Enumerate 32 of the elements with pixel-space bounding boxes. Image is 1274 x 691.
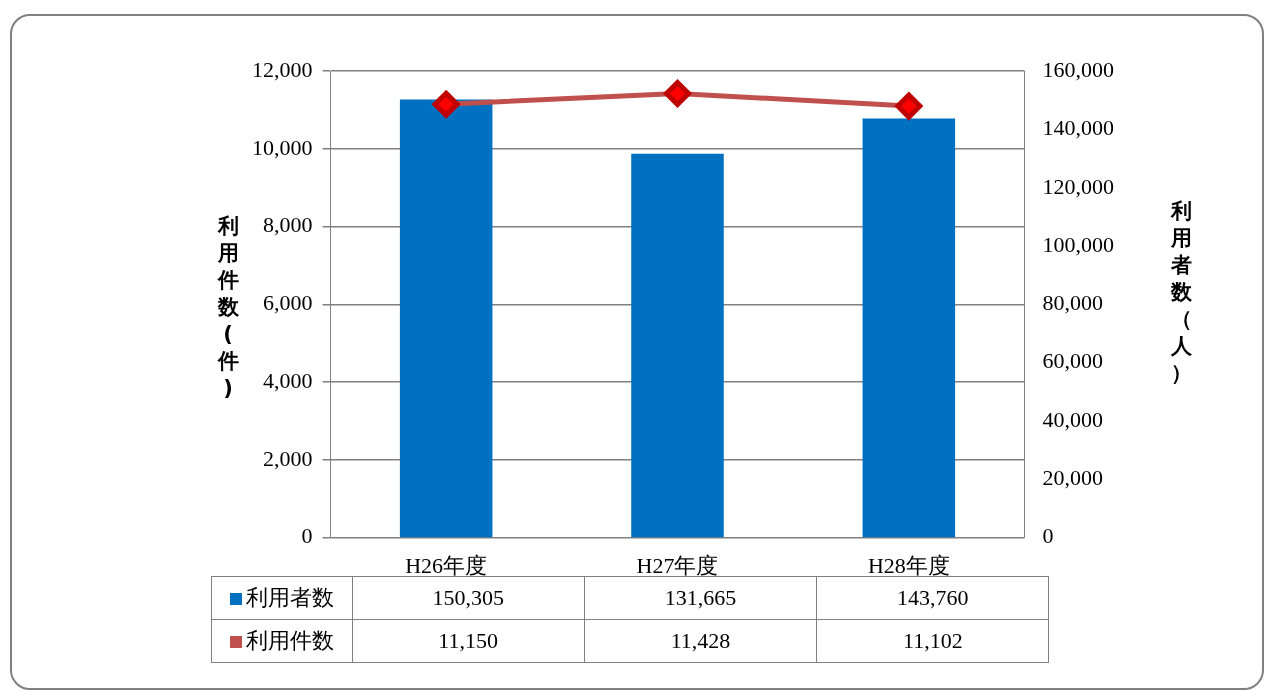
data-label: 11,102 [816, 619, 1049, 663]
x-tick-label: H26年度 [405, 552, 488, 578]
y-tick-label: 10,000 [252, 134, 313, 160]
y2-tick-label: 100,000 [1042, 231, 1114, 257]
x-tick-label: H28年度 [867, 552, 950, 578]
data-label: 143,760 [816, 576, 1049, 620]
data-label: 11,150 [352, 619, 585, 663]
y-tick-label: 12,000 [252, 56, 313, 82]
y2-tick-label: 80,000 [1042, 290, 1103, 316]
y-tick-label: 8,000 [263, 212, 313, 238]
y2-tick-label: 140,000 [1042, 115, 1114, 141]
data-label: 11,428 [584, 619, 817, 663]
bar [862, 118, 956, 538]
y-axis-title: 利用件数(件) [216, 213, 240, 402]
bar [631, 153, 724, 538]
data-label: 150,305 [352, 576, 585, 620]
legend-label: 利用者数 [211, 576, 352, 620]
y2-axis-title: 利用者数（人） [1169, 198, 1193, 387]
x-tick-label: H27年度 [636, 552, 719, 578]
y2-tick-label: 160,000 [1042, 56, 1114, 82]
y2-tick-label: 40,000 [1042, 406, 1103, 432]
bar [399, 99, 493, 538]
y2-tick-label: 60,000 [1042, 348, 1103, 374]
y-tick-label: 2,000 [263, 445, 313, 471]
legend-label: 利用件数 [211, 619, 352, 663]
y-tick-label: 4,000 [263, 367, 313, 393]
data-label: 131,665 [584, 576, 817, 620]
y2-tick-label: 120,000 [1042, 173, 1114, 199]
y2-tick-label: 20,000 [1042, 465, 1103, 491]
y-tick-label: 6,000 [263, 290, 313, 316]
y-tick-label: 0 [301, 523, 313, 549]
y2-tick-label: 0 [1042, 523, 1054, 549]
